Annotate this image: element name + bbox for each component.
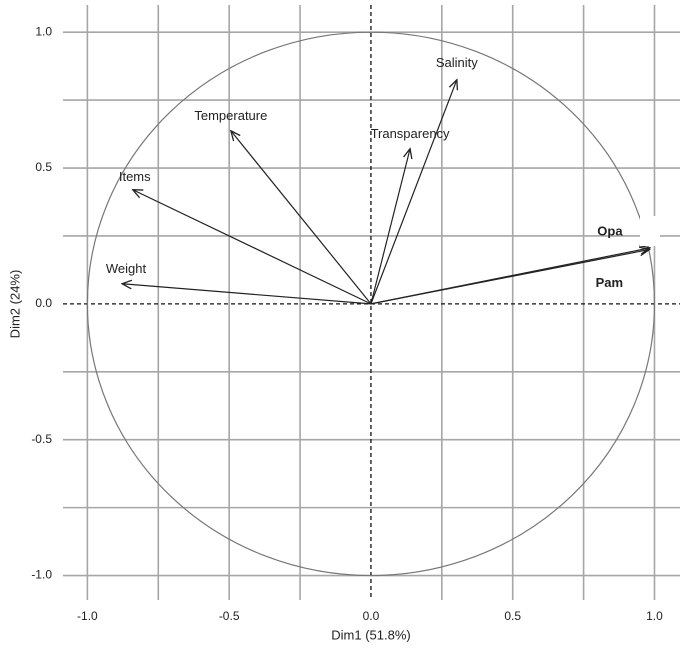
arrow [370, 80, 457, 305]
x-tick-label: -0.5 [219, 609, 240, 623]
label-backdrop [640, 216, 660, 246]
x-tick-label: 0.5 [504, 609, 521, 623]
y-tick-label: 0.5 [35, 160, 52, 174]
y-tick-label: 1.0 [35, 24, 52, 38]
arrow-label: Items [119, 169, 151, 184]
arrow [370, 149, 410, 305]
y-tick-label: -1.0 [31, 568, 52, 582]
arrow-label: Opa [597, 223, 623, 238]
y-tick-label: -0.5 [31, 432, 52, 446]
arrow [133, 190, 372, 305]
arrow [231, 131, 372, 305]
x-axis-title: Dim1 (51.8%) [331, 627, 410, 642]
arrow [122, 284, 371, 305]
arrow [370, 250, 649, 305]
arrow-label: Weight [106, 261, 147, 276]
x-tick-label: 0.0 [363, 609, 380, 623]
arrow-label: Salinity [436, 55, 478, 70]
arrow-label: Pam [596, 275, 623, 290]
x-tick-label: 1.0 [646, 609, 663, 623]
y-axis-title: Dim2 (24%) [7, 270, 22, 339]
correlation-circle [86, 31, 656, 577]
x-tick-label: -1.0 [77, 609, 98, 623]
arrow-label: Transparency [371, 126, 450, 141]
y-tick-label: 0.0 [35, 296, 52, 310]
arrow-label: Temperature [194, 108, 267, 123]
